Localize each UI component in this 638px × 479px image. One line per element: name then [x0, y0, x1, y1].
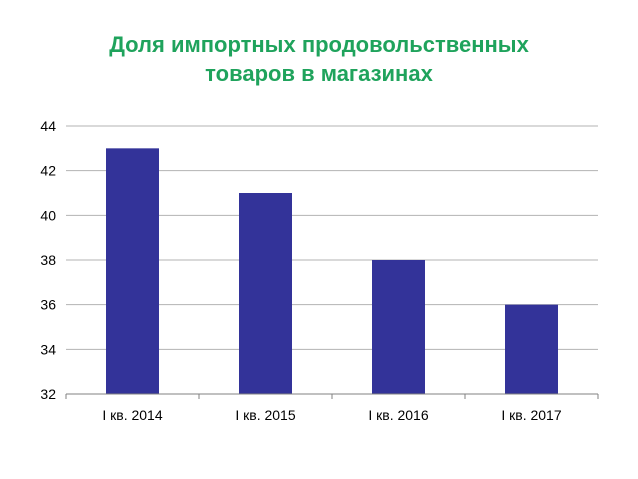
- y-tick-label: 44: [40, 118, 56, 134]
- x-tick-label: I кв. 2016: [368, 407, 428, 423]
- y-tick-label: 42: [40, 163, 56, 179]
- y-tick-label: 36: [40, 297, 56, 313]
- bar: [505, 304, 558, 394]
- y-tick-label: 38: [40, 252, 56, 268]
- x-tick-label: I кв. 2015: [235, 407, 295, 423]
- chart-title: Доля импортных продовольственных товаров…: [0, 30, 638, 88]
- y-tick-label: 32: [40, 386, 56, 402]
- x-tick-label: I кв. 2017: [501, 407, 561, 423]
- y-tick-label: 40: [40, 207, 56, 223]
- axes: [65, 393, 599, 399]
- x-tick-label: I кв. 2014: [102, 407, 162, 423]
- chart-title-line-2: товаров в магазинах: [205, 61, 433, 86]
- x-tick-labels: I кв. 2014 I кв. 2015 I кв. 2016 I кв. 2017: [102, 407, 561, 423]
- bars: [106, 148, 558, 394]
- bar: [372, 260, 425, 394]
- chart-title-line-1: Доля импортных продовольственных: [109, 32, 529, 57]
- y-tick-label: 34: [40, 341, 56, 357]
- bar: [106, 148, 159, 394]
- y-tick-labels: 32 34 36 38 40 42 44: [40, 118, 56, 402]
- bar: [239, 193, 292, 394]
